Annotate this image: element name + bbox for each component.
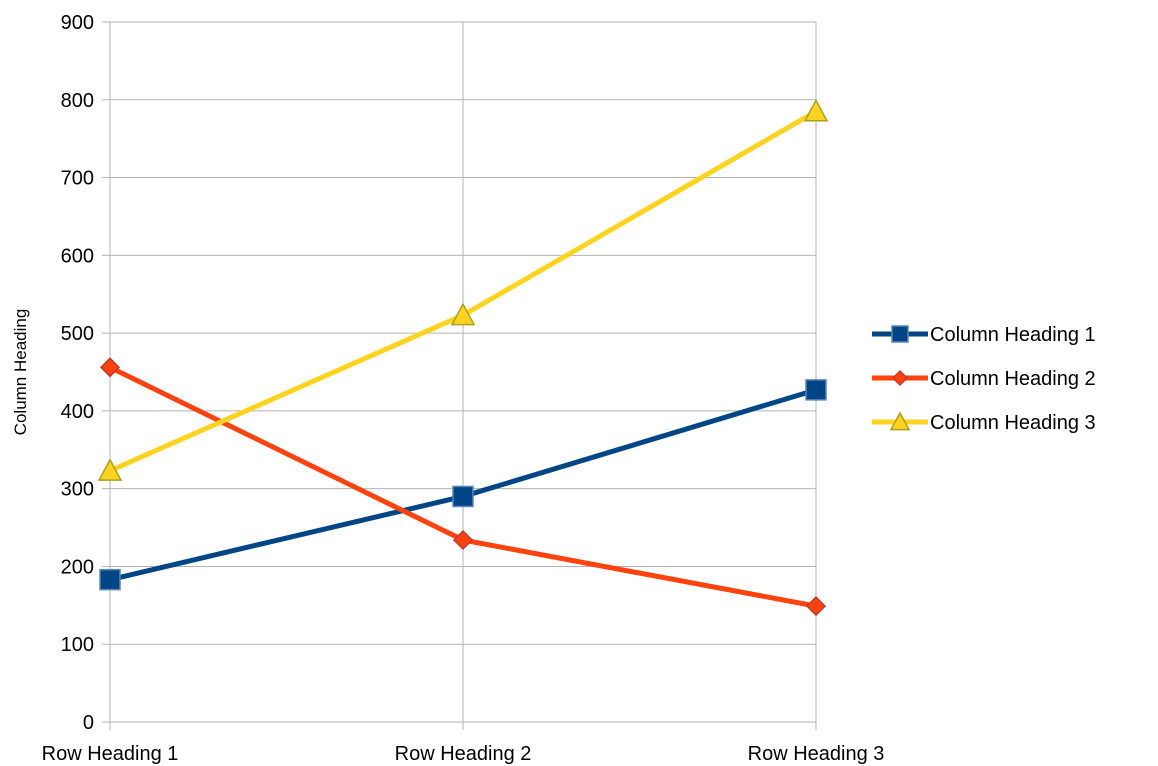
y-tick-label: 900 — [61, 12, 94, 34]
y-tick-label: 100 — [61, 634, 94, 656]
data-point — [99, 568, 121, 591]
axes — [102, 21, 817, 730]
data-point — [99, 357, 121, 378]
y-tick-label: 600 — [61, 245, 94, 267]
y-tick-label: 200 — [61, 556, 94, 578]
legend-marker — [891, 325, 909, 343]
y-tick-label: 0 — [83, 712, 94, 734]
x-tick-label: Row Heading 1 — [42, 743, 179, 765]
data-point — [450, 302, 476, 326]
series-2 — [99, 357, 827, 617]
series-3 — [97, 98, 829, 481]
data-point — [452, 485, 474, 508]
legend-marker — [889, 411, 911, 431]
series — [97, 98, 829, 617]
legend-item: Column Heading 2 — [872, 368, 1096, 390]
data-point — [97, 458, 123, 481]
y-tick-label: 800 — [61, 90, 94, 112]
y-axis-title: Column Heading — [11, 309, 30, 436]
legend-label: Column Heading 2 — [930, 368, 1096, 390]
series-1 — [99, 379, 827, 591]
legend-label: Column Heading 1 — [930, 324, 1096, 346]
legend: Column Heading 1 Column Heading 2 Column H… — [872, 324, 1096, 434]
legend-marker — [891, 369, 909, 387]
legend-item: Column Heading 1 — [872, 324, 1096, 346]
data-point — [803, 98, 829, 122]
y-tick-labels: 0 100 200 300 400 500 600 700 800 900 — [61, 12, 94, 734]
y-tick-label: 700 — [61, 168, 94, 190]
data-point — [805, 596, 827, 617]
data-point — [452, 529, 474, 551]
y-tick-label: 400 — [61, 401, 94, 423]
legend-item: Column Heading 3 — [872, 411, 1096, 434]
grid-lines — [110, 21, 817, 722]
x-tick-label: Row Heading 2 — [395, 743, 532, 765]
x-tick-label: Row Heading 3 — [748, 743, 885, 765]
y-tick-label: 300 — [61, 479, 94, 501]
legend-label: Column Heading 3 — [930, 412, 1096, 434]
y-tick-label: 500 — [61, 323, 94, 345]
data-point — [805, 379, 827, 401]
x-tick-labels: Row Heading 1 Row Heading 2 Row Heading 3 — [42, 743, 885, 765]
